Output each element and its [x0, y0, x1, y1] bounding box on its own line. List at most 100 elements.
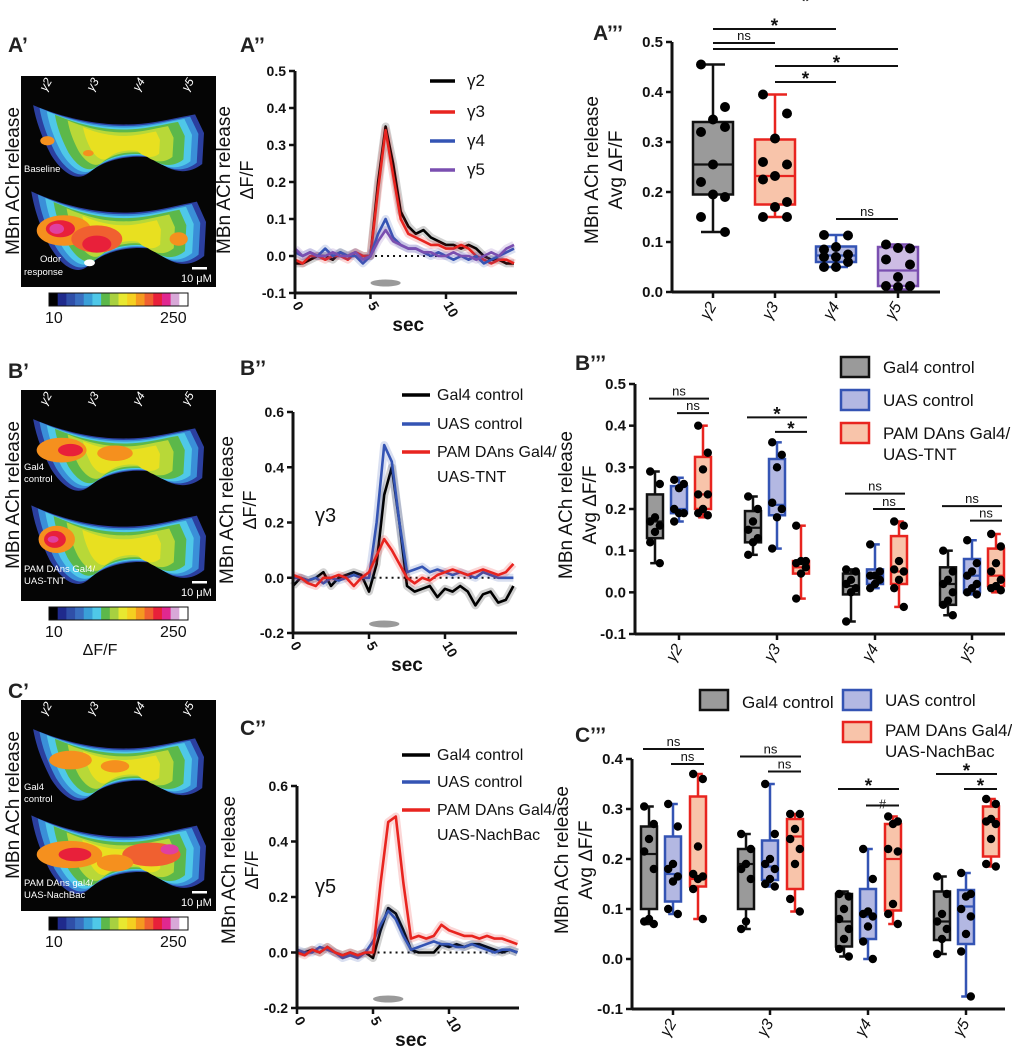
data-point	[744, 492, 753, 501]
colorbar-min-label: 10	[45, 934, 63, 951]
significance-label: *	[802, 69, 810, 90]
y-tick-label: 0.2	[269, 889, 289, 905]
data-point	[703, 448, 712, 457]
data-point	[966, 912, 975, 921]
data-point	[835, 914, 844, 924]
data-point	[987, 529, 996, 539]
data-point	[664, 799, 673, 809]
data-point	[646, 517, 655, 526]
significance-label: *	[865, 776, 873, 797]
panel-label: C’	[8, 680, 29, 703]
legend-swatch	[839, 388, 871, 412]
colorbar-swatch	[153, 293, 163, 306]
hotspot	[96, 854, 134, 872]
data-point	[673, 909, 682, 919]
x-tick-label: γ3	[759, 299, 782, 322]
data-point	[843, 230, 853, 241]
x-tick-label: γ5	[956, 641, 979, 664]
data-point	[768, 498, 777, 507]
data-point	[772, 463, 782, 472]
colorbar-swatch	[170, 293, 180, 306]
data-point	[888, 899, 898, 909]
x-tick-label: γ2	[697, 299, 720, 322]
data-point	[987, 567, 996, 576]
box-plot	[883, 812, 903, 929]
colorbar-swatch	[118, 917, 128, 930]
data-point	[655, 479, 664, 489]
x-tick-label: 5	[363, 639, 381, 654]
box-plot	[938, 546, 958, 620]
y-tick-label: 0.3	[605, 459, 626, 476]
heatmap-lobe	[31, 815, 206, 894]
line-chart: Gal4 control UAS control PAM DAns Gal4/UAS…	[219, 747, 557, 1050]
data-point	[939, 579, 948, 589]
data-point	[689, 884, 698, 894]
colorbar-swatch	[49, 293, 59, 306]
data-point	[786, 834, 795, 844]
y-tick-label: 0.2	[642, 184, 663, 201]
colorbar-swatch	[153, 607, 163, 620]
data-point	[795, 844, 804, 854]
inset-region-label: γ3	[315, 505, 336, 527]
data-point	[942, 924, 951, 934]
data-point	[646, 467, 655, 476]
data-point	[792, 558, 801, 568]
colorbar-swatch	[92, 917, 102, 930]
data-point	[720, 122, 730, 132]
data-point	[746, 844, 755, 854]
colorbar-swatch	[57, 607, 67, 620]
significance-label: ns	[965, 491, 979, 506]
line-chart: Gal4 control UAS control PAM DAns Gal4/UAS…	[217, 387, 557, 676]
y-tick-label: -0.2	[260, 625, 284, 641]
y-axis-title: Avg ΔF/F	[576, 821, 597, 900]
x-axis-title: sec	[391, 655, 423, 676]
image-caption-bottom: Odor	[40, 254, 61, 265]
scale-bar	[192, 581, 207, 584]
colorbar-swatch	[75, 917, 85, 930]
significance-label: ns	[672, 384, 686, 399]
data-point	[782, 197, 792, 207]
data-point	[835, 889, 844, 899]
data-point	[703, 511, 712, 520]
series-line	[295, 125, 514, 265]
colorbar-swatch	[101, 917, 111, 930]
legend: Gal4 control UAS control PAM DAns Gal4/UAS…	[698, 688, 1012, 761]
legend-label: UAS-TNT	[883, 445, 957, 464]
x-tick-label: 0	[287, 639, 305, 654]
hotspot	[100, 760, 130, 773]
data-point	[696, 127, 706, 137]
colorbar-swatch	[170, 607, 180, 620]
data-point	[986, 834, 996, 844]
colorbar-swatch	[101, 607, 111, 620]
data-point	[844, 952, 853, 961]
scale-bar-label: 10 μM	[181, 273, 212, 285]
y-tick-label: 0.2	[605, 501, 626, 518]
data-point	[842, 617, 851, 626]
data-point	[948, 588, 957, 597]
image-caption-bottom: UAS-NachBac	[24, 890, 85, 901]
data-point	[905, 259, 915, 270]
data-point	[939, 600, 948, 610]
box-plot	[663, 799, 683, 919]
legend-label: UAS-NachBac	[437, 827, 540, 844]
colorbar-swatch	[179, 293, 189, 306]
colorbar-swatch	[83, 293, 93, 306]
hotspot	[58, 443, 83, 457]
data-point	[881, 254, 891, 265]
data-point	[664, 904, 673, 914]
y-tick-label: 0.0	[265, 570, 285, 586]
data-point	[948, 611, 957, 620]
hotspot	[84, 259, 95, 267]
data-point	[770, 882, 779, 891]
y-tick-label: 0.0	[602, 951, 623, 968]
hotspot	[49, 750, 92, 770]
colorbar-swatch	[135, 917, 146, 930]
data-point	[689, 769, 698, 779]
data-point	[649, 919, 658, 929]
x-tick-label: 5	[365, 299, 383, 314]
data-point	[839, 904, 849, 914]
y-tick-label: 0.4	[602, 751, 624, 768]
y-tick-label: 0.4	[642, 84, 664, 101]
legend-label: UAS control	[437, 774, 522, 791]
